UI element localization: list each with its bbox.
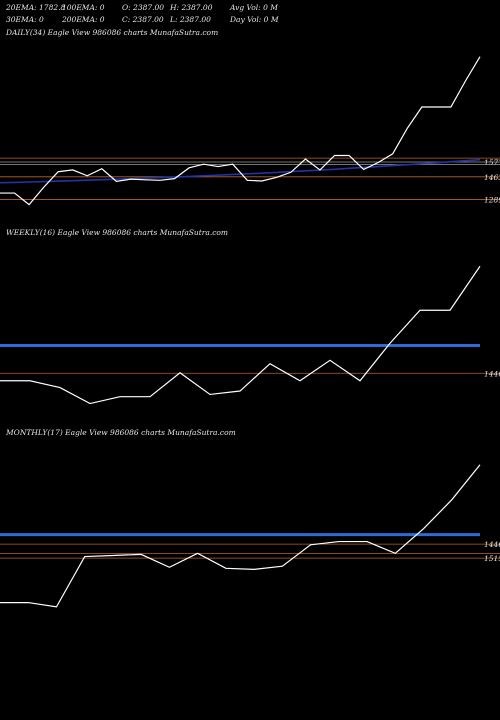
level-label: 1463 bbox=[484, 173, 500, 182]
stat-close: C: 2387.00 bbox=[122, 15, 164, 24]
level-label: 1446 bbox=[484, 369, 500, 378]
daily-chart: 1577 1463 1289 bbox=[0, 56, 500, 206]
price-line bbox=[0, 265, 481, 405]
weekly-panel-label: WEEKLY(16) Eagle View 986086 charts Muna… bbox=[6, 228, 229, 237]
monthly-chart: 1446 1515 bbox=[0, 464, 500, 608]
stat-30ema: 30EMA: 0 bbox=[6, 15, 44, 24]
stat-day-vol: Day Vol: 0 M bbox=[230, 15, 279, 24]
stat-open: O: 2387.00 bbox=[122, 3, 165, 12]
price-line bbox=[0, 464, 481, 608]
monthly-panel: MONTHLY(17) Eagle View 986086 charts Mun… bbox=[0, 428, 500, 628]
level-label: 1446 bbox=[484, 540, 500, 549]
ema-line bbox=[0, 158, 481, 184]
weekly-chart: 1446 bbox=[0, 265, 500, 405]
daily-panel: DAILY(34) Eagle View 986086 charts Munaf… bbox=[0, 28, 500, 228]
stat-200ema: 200EMA: 0 bbox=[62, 15, 105, 24]
stat-20ema: 20EMA: 1782.8 bbox=[6, 3, 66, 12]
stat-avg-vol: Avg Vol: 0 M bbox=[230, 3, 278, 12]
level-label: 1515 bbox=[484, 554, 500, 563]
stat-100ema: 100EMA: 0 bbox=[62, 3, 105, 12]
stat-high: H: 2387.00 bbox=[170, 3, 213, 12]
daily-panel-label: DAILY(34) Eagle View 986086 charts Munaf… bbox=[6, 28, 219, 37]
level-label: 1577 bbox=[484, 158, 500, 167]
weekly-panel: WEEKLY(16) Eagle View 986086 charts Muna… bbox=[0, 228, 500, 428]
price-line bbox=[0, 56, 481, 206]
level-label: 1289 bbox=[484, 195, 500, 204]
header-stats: 20EMA: 1782.8 100EMA: 0 O: 2387.00 H: 23… bbox=[0, 0, 500, 28]
monthly-panel-label: MONTHLY(17) Eagle View 986086 charts Mun… bbox=[6, 428, 236, 437]
stat-low: L: 2387.00 bbox=[170, 15, 211, 24]
